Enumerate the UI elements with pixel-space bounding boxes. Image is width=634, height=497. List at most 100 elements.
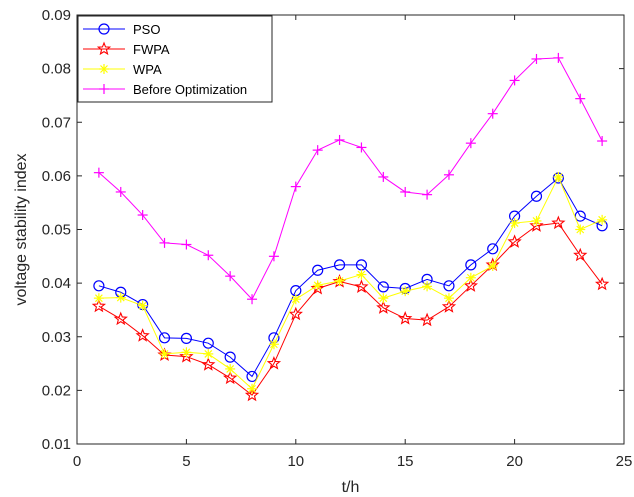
- data-point: [290, 181, 301, 192]
- y-tick-label: 0.05: [42, 222, 71, 239]
- data-point: [465, 259, 477, 271]
- series-wpa: [93, 171, 608, 394]
- x-axis-label: t/h: [342, 479, 360, 496]
- data-point: [573, 247, 588, 262]
- data-point: [135, 328, 150, 342]
- data-point: [290, 294, 301, 305]
- y-tick-label: 0.04: [42, 275, 71, 292]
- data-point: [441, 299, 457, 313]
- data-point: [202, 337, 214, 349]
- data-point: [268, 251, 279, 262]
- data-point: [594, 276, 610, 291]
- data-point: [244, 387, 260, 402]
- data-point: [181, 239, 192, 250]
- data-point: [93, 280, 105, 292]
- data-point: [201, 357, 216, 371]
- legend-label: PSO: [133, 22, 160, 37]
- data-point: [529, 218, 544, 232]
- data-point: [574, 210, 586, 222]
- data-point: [137, 210, 148, 221]
- data-point: [419, 312, 435, 327]
- data-point: [310, 280, 325, 295]
- data-point: [377, 281, 389, 293]
- x-axis-ticks: 0 5 10 15 20 25: [73, 15, 633, 470]
- legend-entry: PSO: [83, 22, 160, 37]
- data-point: [422, 189, 433, 200]
- data-point: [487, 108, 498, 119]
- y-tick-label: 0.01: [42, 436, 71, 453]
- legend-label: Before Optimization: [133, 82, 247, 97]
- data-point: [223, 370, 238, 385]
- x-tick-label: 25: [616, 453, 633, 470]
- data-point: [356, 142, 367, 153]
- y-tick-label: 0.07: [42, 114, 71, 131]
- data-point: [115, 186, 126, 197]
- data-point: [530, 190, 543, 202]
- data-point: [288, 306, 303, 321]
- data-point: [551, 215, 566, 230]
- y-tick-label: 0.09: [42, 7, 71, 24]
- data-point: [312, 145, 323, 156]
- legend-label: WPA: [133, 62, 162, 77]
- legend-marker: [96, 41, 112, 56]
- data-point: [443, 169, 454, 180]
- data-point: [181, 347, 192, 358]
- x-tick-label: 20: [506, 453, 523, 470]
- data-point: [531, 53, 542, 64]
- data-point: [225, 363, 236, 374]
- data-point: [378, 293, 389, 304]
- data-point: [509, 75, 520, 86]
- data-point: [487, 243, 499, 255]
- data-point: [247, 294, 258, 305]
- data-point: [334, 275, 345, 286]
- legend-entry: FWPA: [83, 41, 170, 57]
- legend-marker: [98, 23, 110, 35]
- legend: PSO FWPA WPA Before Optimization: [77, 15, 273, 103]
- data-point: [378, 171, 389, 182]
- data-point: [334, 134, 345, 145]
- data-point: [553, 171, 564, 182]
- data-point: [203, 348, 214, 359]
- y-tick-label: 0.02: [42, 382, 71, 399]
- data-point: [575, 224, 586, 235]
- data-point: [487, 260, 498, 271]
- data-point: [159, 237, 170, 248]
- data-point: [137, 300, 148, 311]
- data-point: [443, 280, 455, 292]
- data-point: [507, 234, 522, 248]
- y-tick-label: 0.08: [42, 61, 71, 78]
- data-point: [354, 279, 369, 293]
- data-point: [597, 136, 608, 147]
- data-point: [531, 215, 542, 226]
- legend-entry: WPA: [83, 62, 162, 77]
- y-axis-ticks: 0.01 0.02 0.03 0.04 0.05 0.06 0.07 0.08 0.09: [42, 7, 624, 453]
- data-point: [575, 93, 586, 104]
- data-point: [312, 280, 323, 291]
- data-point: [115, 292, 126, 303]
- series-layer: [91, 52, 610, 402]
- data-point: [246, 370, 258, 383]
- legend-box: [77, 15, 273, 103]
- y-tick-label: 0.06: [42, 168, 71, 185]
- data-point: [356, 269, 367, 280]
- legend-entry: Before Optimization: [83, 82, 247, 97]
- data-point: [158, 332, 171, 344]
- data-point: [465, 138, 476, 149]
- data-point: [400, 186, 411, 197]
- data-point: [443, 293, 454, 304]
- data-point: [180, 332, 192, 344]
- data-point: [113, 311, 128, 326]
- data-point: [333, 259, 346, 271]
- data-point: [376, 300, 391, 314]
- data-point: [247, 383, 258, 394]
- data-point: [509, 218, 520, 229]
- data-point: [400, 286, 411, 297]
- series-fwpa: [91, 215, 610, 402]
- legend-marker: [99, 64, 109, 74]
- series-before-optimization: [93, 52, 608, 305]
- x-tick-label: 10: [287, 453, 304, 470]
- data-point: [203, 250, 214, 261]
- data-point: [179, 349, 194, 363]
- data-point: [91, 298, 107, 313]
